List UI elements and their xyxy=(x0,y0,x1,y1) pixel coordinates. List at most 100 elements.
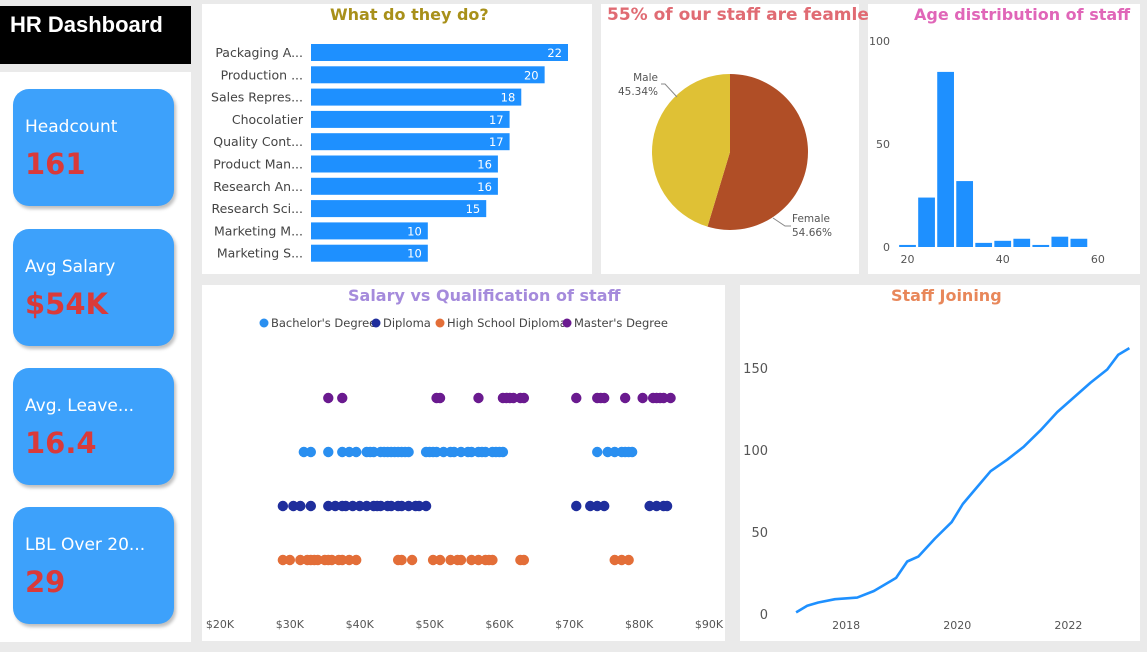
scatter-point xyxy=(571,500,582,512)
data-label: 16 xyxy=(477,158,492,172)
x-tick-label: 40 xyxy=(996,253,1010,266)
salary-chart-panel[interactable]: Salary vs Qualification of staff Bachelo… xyxy=(202,285,725,641)
scatter-point xyxy=(323,392,334,404)
kpi-value: 16.4 xyxy=(25,426,97,460)
legend-label: High School Diploma xyxy=(447,316,567,330)
x-tick-label: 2020 xyxy=(943,619,971,632)
y-tick-label: 0 xyxy=(883,241,890,254)
x-tick-label: 2022 xyxy=(1054,619,1082,632)
bar xyxy=(311,66,545,84)
age-bar-chart: 0 50 100 20 40 60 xyxy=(869,35,1105,266)
kpi-card-lbl-over-20[interactable]: LBL Over 20... 29 xyxy=(13,507,174,624)
scatter-point xyxy=(665,392,676,404)
slice-label: Male xyxy=(633,72,658,84)
scatter-point xyxy=(599,500,610,512)
bar xyxy=(311,200,487,218)
bar xyxy=(311,177,498,195)
category-label: Production ... xyxy=(221,67,303,82)
jobs-chart-panel[interactable]: What do they do? Packaging A... 22 Product… xyxy=(202,4,592,274)
scatter-point xyxy=(518,554,530,566)
jobs-bar-chart: Packaging A... 22 Production ... 20 Sales Re… xyxy=(211,44,568,262)
chart-title: 55% of our staff are feamle xyxy=(607,5,869,25)
y-tick-label: 100 xyxy=(743,444,768,459)
y-tick-label: 0 xyxy=(760,608,768,623)
scatter-point xyxy=(295,500,306,512)
chart-title: Salary vs Qualification of staff xyxy=(348,286,621,305)
slice-pct: 45.34% xyxy=(618,86,658,98)
scatter-point xyxy=(487,554,498,566)
histogram-bar xyxy=(994,240,1012,247)
scatter-point xyxy=(323,446,334,458)
kpi-value: 161 xyxy=(25,147,86,181)
x-tick-label: $30K xyxy=(276,618,305,631)
joining-line-chart: 0 50 100 150 2018 2020 2022 xyxy=(743,346,1131,632)
joining-chart-panel[interactable]: Staff Joining 0 50 100 150 2018 2020 2022 xyxy=(740,285,1140,641)
histogram-bar xyxy=(1032,244,1050,247)
scatter-point xyxy=(497,446,509,458)
scatter-point xyxy=(284,554,296,566)
gender-pie-chart: Female 54.66% Male 45.34% xyxy=(618,72,832,239)
category-label: Marketing M... xyxy=(214,223,303,238)
category-label: Quality Cont... xyxy=(213,134,303,149)
slice-label: Female xyxy=(792,213,830,225)
gender-chart-panel[interactable]: 55% of our staff are feamle Female 54.66%… xyxy=(601,4,869,274)
scatter-point xyxy=(337,392,348,404)
scatter-point xyxy=(403,446,414,458)
legend-label: Master's Degree xyxy=(574,316,668,330)
scatter-point xyxy=(623,554,634,566)
category-label: Product Man... xyxy=(213,157,303,172)
leader-line xyxy=(772,217,791,227)
x-tick-label: 20 xyxy=(901,253,915,266)
category-label: Chocolatier xyxy=(232,112,304,127)
data-label: 10 xyxy=(407,247,422,261)
category-label: Sales Repres... xyxy=(211,90,303,105)
scatter-point xyxy=(434,392,446,404)
data-label: 18 xyxy=(501,91,516,105)
dashboard-title: HR Dashboard xyxy=(0,6,191,64)
legend-marker xyxy=(259,318,269,328)
x-tick-label: 60 xyxy=(1091,253,1105,266)
bar xyxy=(311,222,428,240)
scatter-point xyxy=(571,392,582,404)
scatter-point xyxy=(305,446,317,458)
category-label: Research An... xyxy=(213,179,303,194)
scatter-point xyxy=(619,392,631,404)
bar xyxy=(311,44,568,61)
scatter-point xyxy=(420,500,432,512)
bar xyxy=(311,244,428,262)
histogram-bar xyxy=(956,181,974,247)
histogram-bar xyxy=(1013,238,1031,247)
kpi-card-headcount[interactable]: Headcount 161 xyxy=(13,89,174,206)
scatter-point xyxy=(351,446,362,458)
x-tick-label: $50K xyxy=(415,618,444,631)
scatter-point xyxy=(305,500,317,512)
kpi-label: LBL Over 20... xyxy=(25,535,146,555)
slice-pct: 54.66% xyxy=(792,227,832,239)
scatter-point xyxy=(599,392,610,404)
chart-title: What do they do? xyxy=(330,5,489,24)
legend-marker xyxy=(562,318,572,328)
scatter-point xyxy=(626,446,638,458)
histogram-bar xyxy=(1051,236,1069,247)
legend-marker xyxy=(371,318,381,328)
scatter-point xyxy=(434,554,446,566)
kpi-card-avg-salary[interactable]: Avg Salary $54K xyxy=(13,229,174,346)
bar xyxy=(311,88,522,106)
scatter-point xyxy=(637,392,648,404)
histogram-bar xyxy=(1070,238,1088,247)
x-tick-label: $70K xyxy=(555,618,584,631)
age-chart-panel[interactable]: Age distribution of staff 0 50 100 20 40 60 xyxy=(868,4,1140,274)
kpi-label: Avg Salary xyxy=(25,257,116,277)
pie-slice xyxy=(707,74,808,230)
pie-slice xyxy=(652,74,730,227)
scatter-point xyxy=(518,392,530,404)
x-tick-label: 2018 xyxy=(832,619,860,632)
kpi-card-avg-leave[interactable]: Avg. Leave... 16.4 xyxy=(13,368,174,485)
x-tick-label: $40K xyxy=(346,618,375,631)
bar xyxy=(311,155,498,173)
chart-title: Age distribution of staff xyxy=(914,5,1131,24)
bar xyxy=(311,110,510,128)
data-label: 15 xyxy=(466,202,481,216)
x-tick-label: $20K xyxy=(206,618,235,631)
y-tick-label: 150 xyxy=(743,362,768,377)
